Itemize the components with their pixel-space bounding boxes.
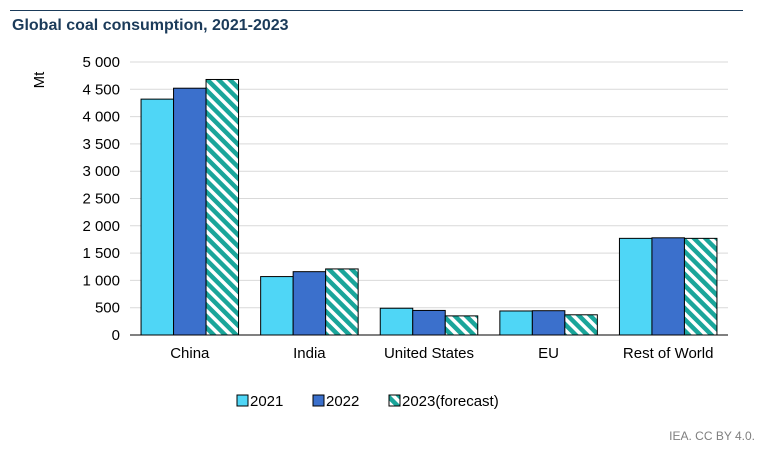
chart-title: Global coal consumption, 2021-2023 bbox=[12, 17, 289, 34]
bar-united-states-2021 bbox=[379, 307, 414, 336]
bar-china-2021 bbox=[140, 98, 175, 336]
bar-eu-2021 bbox=[499, 310, 533, 336]
bar-rest-of-world-2021 bbox=[618, 237, 653, 336]
title-rule bbox=[10, 10, 743, 11]
x-tick-label: India bbox=[293, 345, 326, 362]
bar-eu-2023forecast bbox=[564, 314, 598, 336]
y-tick-label: 500 bbox=[95, 300, 120, 317]
bar-rest-of-world-2022 bbox=[651, 237, 685, 336]
bar-india-2021 bbox=[260, 276, 294, 336]
legend-label: 2021 bbox=[250, 393, 283, 410]
bar-rest-of-world-2023forecast bbox=[683, 237, 718, 336]
legend-swatch bbox=[312, 394, 325, 407]
legend-swatch bbox=[236, 394, 249, 407]
bar-china-2022 bbox=[173, 87, 207, 336]
x-tick-label: EU bbox=[538, 345, 559, 362]
bar-united-states-2023forecast bbox=[444, 315, 479, 336]
bar-china-2023forecast bbox=[205, 78, 240, 336]
y-tick-label: 1 500 bbox=[82, 245, 120, 262]
y-axis-label: Mt bbox=[31, 71, 48, 88]
bar-eu-2022 bbox=[531, 310, 566, 336]
y-tick-label: 4 500 bbox=[82, 81, 120, 98]
x-tick-label: United States bbox=[384, 345, 474, 362]
y-tick-label: 3 500 bbox=[82, 136, 120, 153]
y-tick-label: 2 500 bbox=[82, 191, 120, 208]
bar-india-2022 bbox=[292, 271, 327, 336]
y-tick-label: 4 000 bbox=[82, 109, 120, 126]
legend-label: 2023(forecast) bbox=[402, 393, 499, 410]
bar-india-2023forecast bbox=[325, 268, 359, 336]
y-tick-label: 2 000 bbox=[82, 218, 120, 235]
x-tick-label: China bbox=[170, 345, 210, 362]
y-tick-label: 5 000 bbox=[82, 54, 120, 71]
legend-swatch bbox=[388, 394, 401, 407]
bar-united-states-2022 bbox=[412, 309, 446, 336]
y-tick-label: 3 000 bbox=[82, 163, 120, 180]
x-tick-label: Rest of World bbox=[623, 345, 714, 362]
y-tick-label: 0 bbox=[112, 327, 120, 344]
legend-label: 2022 bbox=[326, 393, 359, 410]
source-credit: IEA. CC BY 4.0. bbox=[669, 429, 755, 443]
y-tick-label: 1 000 bbox=[82, 272, 120, 289]
